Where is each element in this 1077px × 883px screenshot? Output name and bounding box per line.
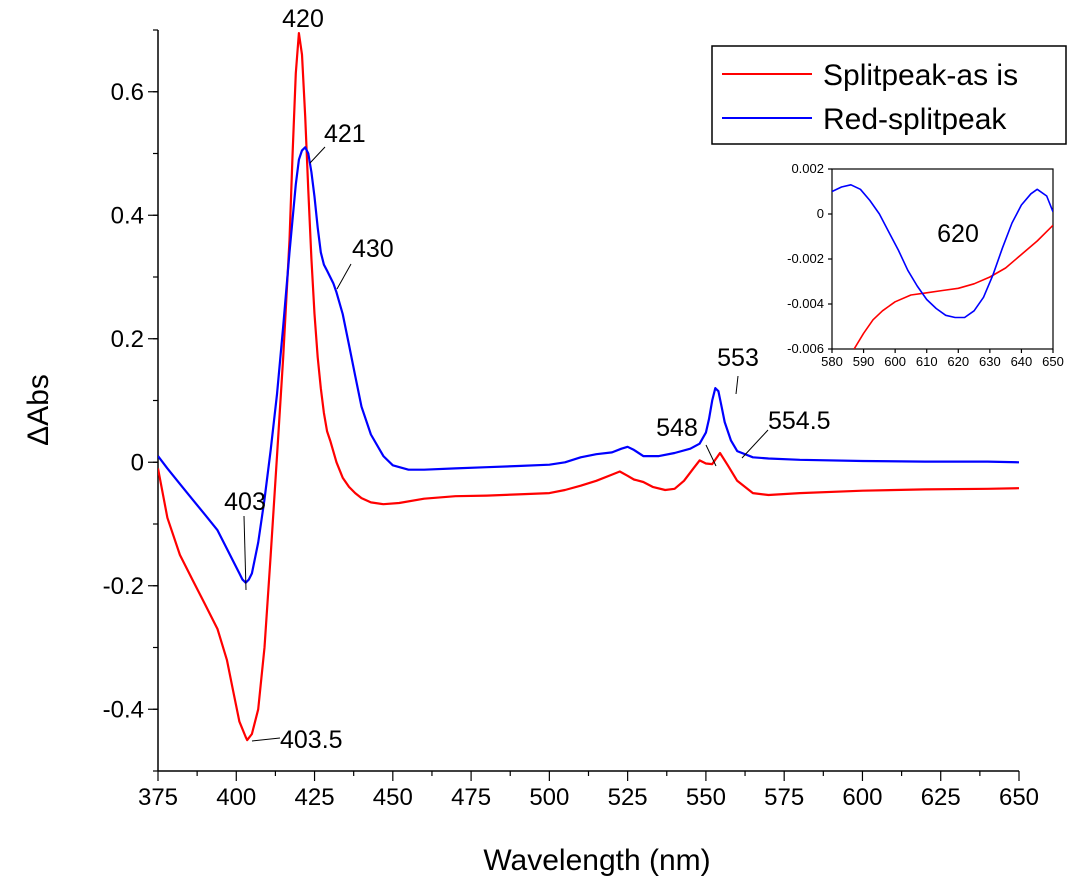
annotation-430-leader (336, 263, 352, 290)
main-x-tick-label-525: 525 (608, 784, 648, 811)
main-y-tick-label-0-4: -0.4 (103, 696, 144, 723)
x-axis-title: Wavelength (nm) (483, 844, 710, 877)
inset-series-line-red-splitpeak (832, 184, 1053, 319)
inset-series-group (832, 184, 1053, 349)
inset-y-tick-label-0-002: 0.002 (791, 161, 824, 176)
inset-x-tick-label-620: 620 (947, 354, 969, 369)
annotation-548: 548 (656, 414, 698, 442)
main-x-tick-label-475: 475 (451, 784, 491, 811)
inset-series-line-splitpeak-as-is (853, 224, 1053, 349)
inset-y-tick-label-0-006: -0.006 (787, 341, 824, 356)
main-x-tick-label-550: 550 (686, 784, 726, 811)
main-x-tick-label-375: 375 (138, 784, 178, 811)
annotation-554-5-leader (741, 429, 769, 459)
main-x-tick-label-625: 625 (921, 784, 961, 811)
inset-x-tick-label-590: 590 (853, 354, 875, 369)
main-y-tick-label-0-2: -0.2 (103, 573, 144, 600)
main-axes: 375 400 425 450 475 500 525 550 575 600 625 650 -0.4… (103, 29, 1039, 811)
inset-x-tick-label-610: 610 (916, 354, 938, 369)
inset-x-tick-label-630: 630 (979, 354, 1001, 369)
main-x-tick-label-500: 500 (529, 784, 569, 811)
annotation-420: 420 (282, 5, 324, 33)
main-y-tick-label-0-4: 0.4 (111, 202, 144, 229)
inset-y-tick-label-0-002: -0.002 (787, 251, 824, 266)
inset-y-tick-label-0-004: -0.004 (787, 296, 824, 311)
main-x-tick-label-400: 400 (216, 784, 256, 811)
legend: Splitpeak-as is Red-splitpeak (711, 45, 1067, 145)
main-series-group (158, 31, 1019, 742)
legend-label-red-splitpeak: Red-splitpeak (823, 103, 1007, 136)
inset-x-tick-label-650: 650 (1042, 354, 1064, 369)
main-x-tick-label-575: 575 (764, 784, 804, 811)
annotation-421: 421 (324, 120, 366, 148)
main-x-tick-label-650: 650 (999, 784, 1039, 811)
main-y-tick-label-0-2: 0.2 (111, 326, 144, 353)
main-y-tick-label-0-6: 0.6 (111, 79, 144, 106)
main-y-tick-label-0: 0 (131, 449, 144, 476)
main-annotations: 420 421 430 403 403.5 548 553 554.5 (224, 5, 830, 754)
main-x-tick-label-450: 450 (373, 784, 413, 811)
annotation-553-leader (735, 375, 739, 395)
inset-annotation-620: 620 (937, 220, 979, 248)
inset-y-tick-label-0: 0 (817, 206, 824, 221)
inset-x-tick-label-600: 600 (884, 354, 906, 369)
inset-x-tick-label-640: 640 (1011, 354, 1033, 369)
main-x-tick-label-600: 600 (842, 784, 882, 811)
annotation-403-leader (243, 515, 247, 591)
annotation-548-leader (705, 444, 717, 467)
y-axis-title: ΔAbs (22, 374, 55, 446)
legend-box (711, 45, 1067, 145)
main-series-line-splitpeak-as-is (158, 31, 1019, 742)
annotation-554-5: 554.5 (768, 407, 831, 435)
legend-label-splitpeak-as-is: Splitpeak-as is (823, 59, 1018, 92)
annotation-430: 430 (352, 235, 394, 263)
inset-x-tick-label-580: 580 (821, 354, 843, 369)
annotation-421-leader (309, 146, 326, 164)
main-series-line-red-splitpeak (158, 146, 1019, 584)
annotation-403: 403 (224, 488, 266, 516)
main-x-tick-label-425: 425 (295, 784, 335, 811)
annotation-553: 553 (717, 344, 759, 372)
annotation-403-5: 403.5 (280, 726, 343, 754)
inset-axes: 580 590 600 610 620 630 640 650 -0.006 -0.004 -0.0… (787, 161, 1064, 369)
annotation-403-5-leader (251, 737, 281, 742)
